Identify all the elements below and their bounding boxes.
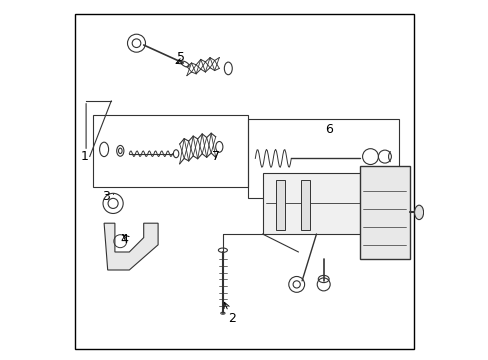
Text: 3: 3 — [102, 190, 110, 203]
Text: 5: 5 — [177, 51, 185, 64]
Polygon shape — [104, 223, 158, 270]
Text: 1: 1 — [80, 150, 88, 163]
Text: 2: 2 — [228, 312, 236, 325]
Polygon shape — [359, 166, 409, 259]
Text: 7: 7 — [211, 150, 219, 163]
Polygon shape — [262, 173, 395, 234]
Ellipse shape — [414, 205, 423, 220]
Text: 6: 6 — [325, 123, 332, 136]
Text: 4: 4 — [120, 233, 127, 246]
Bar — [301, 180, 309, 230]
Bar — [276, 180, 284, 230]
